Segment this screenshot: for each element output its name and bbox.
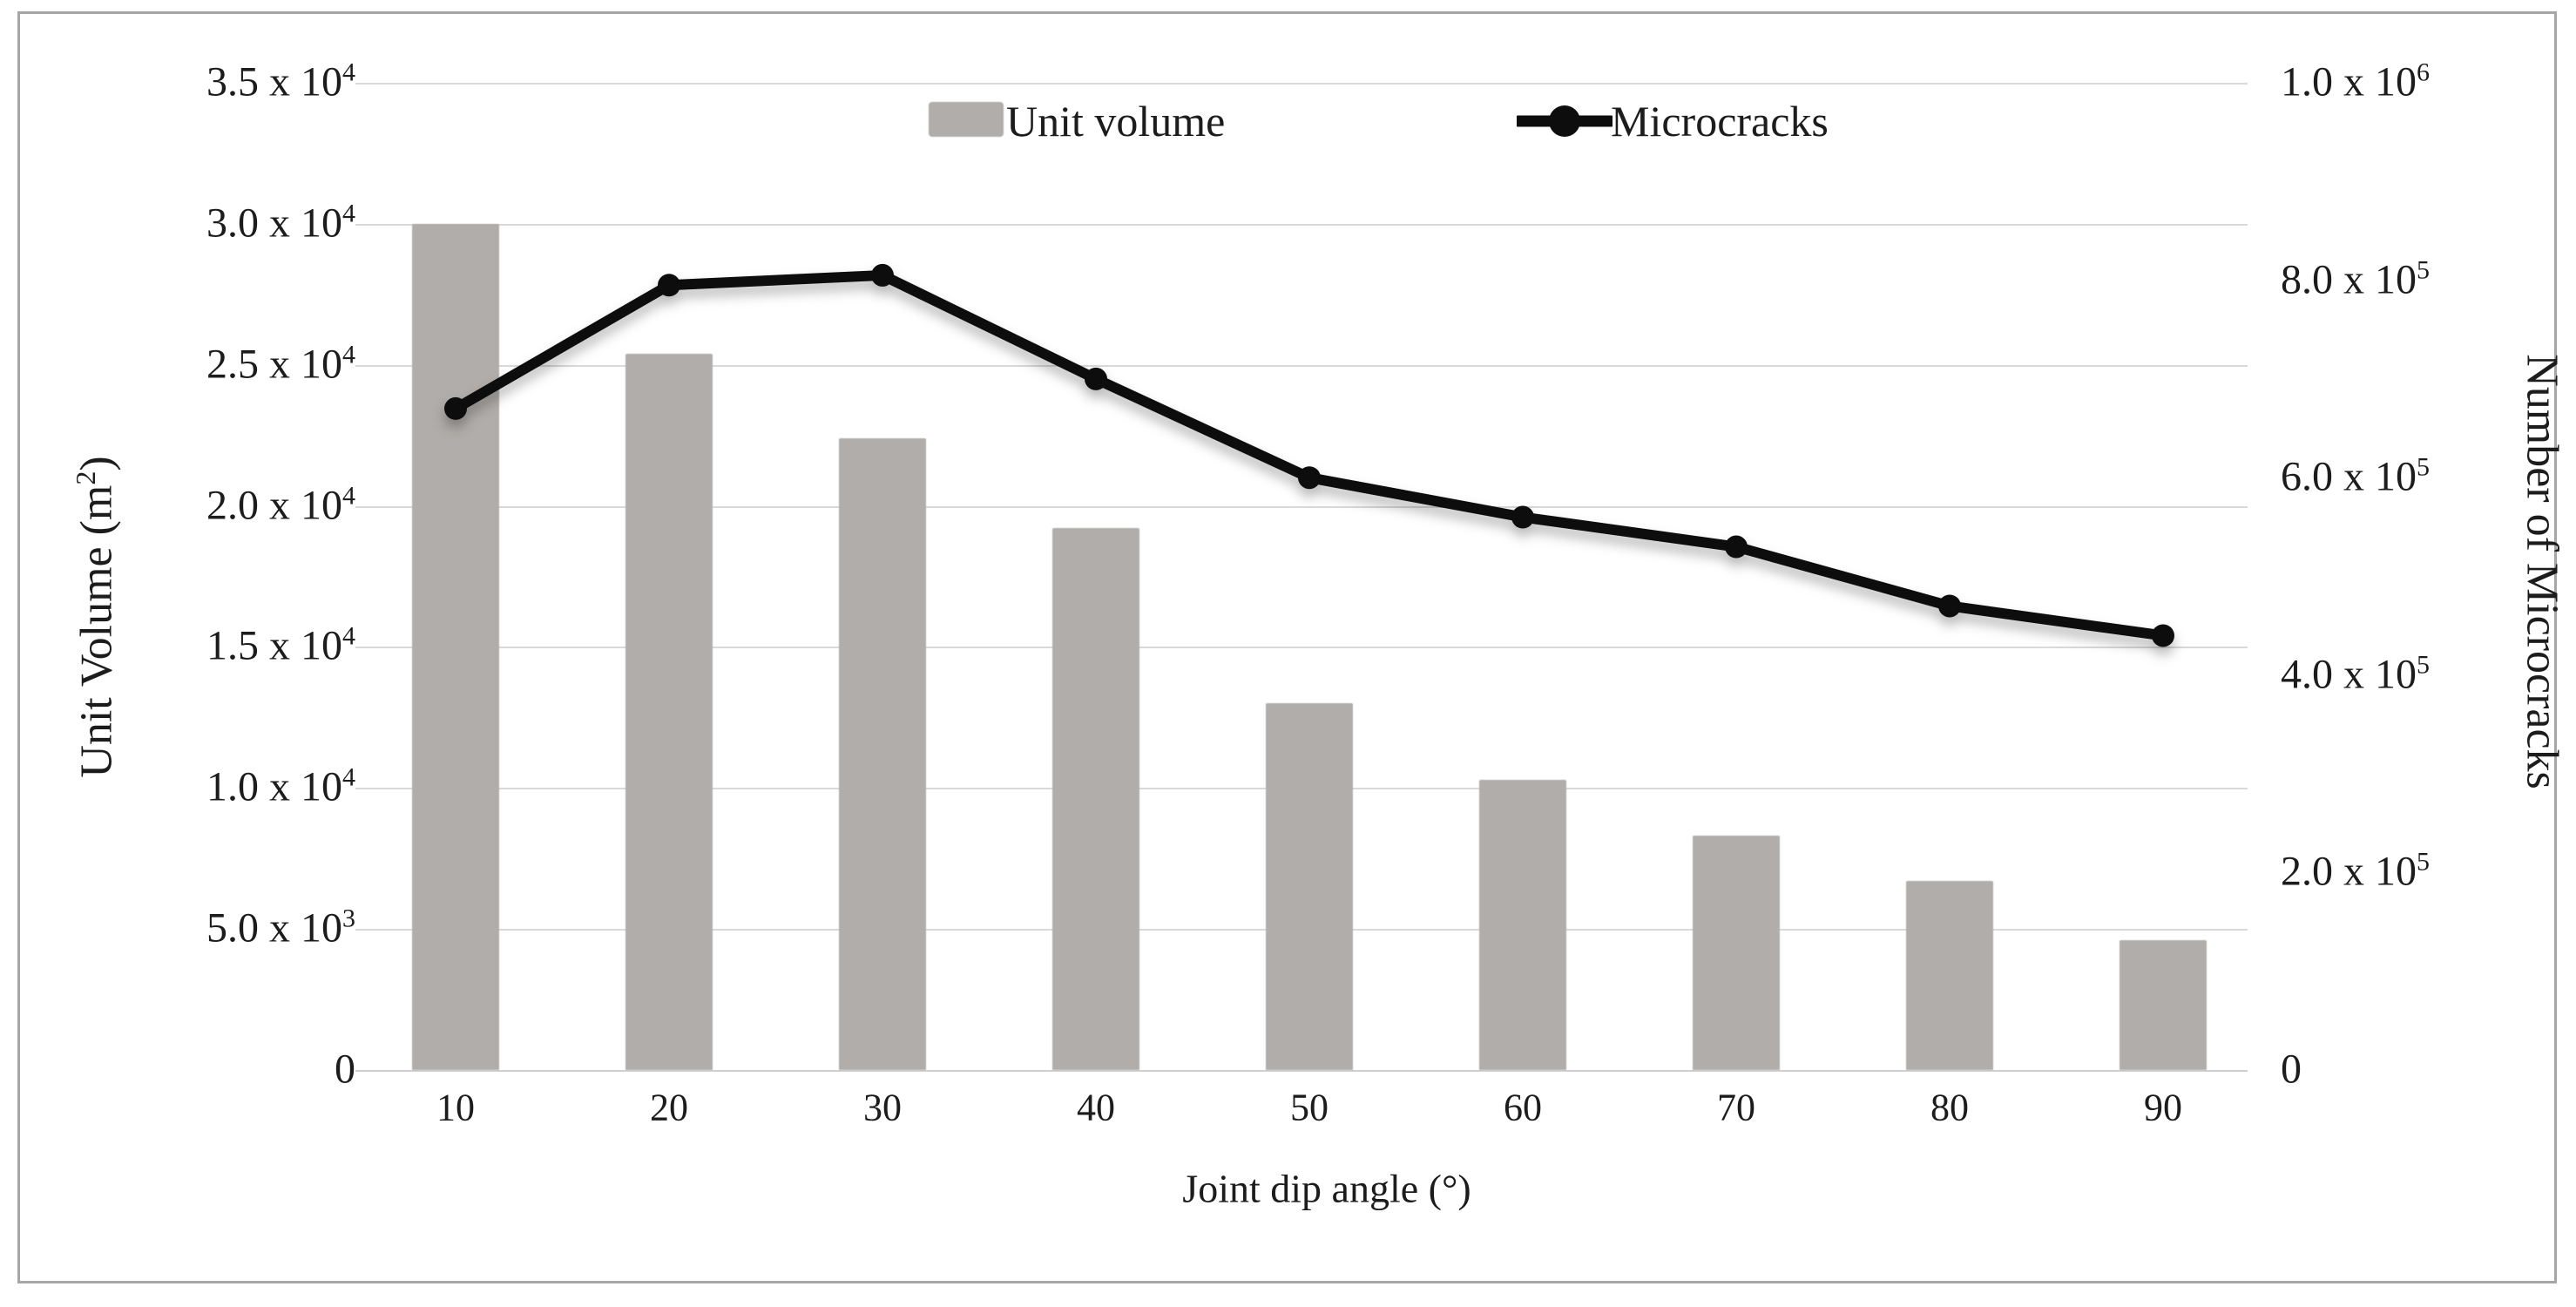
right-axis-tick-label: 4.0 x 105 xyxy=(2281,650,2430,698)
x-axis-tick-label: 60 xyxy=(1504,1086,1542,1129)
right-axis-title: Number of Microcracks xyxy=(2517,354,2567,789)
bar-unit-volume-70 xyxy=(1693,836,1780,1070)
left-axis-tick-label: 3.0 x 104 xyxy=(206,199,355,247)
left-axis-tick-label: 0 xyxy=(335,1046,355,1093)
x-axis-tick-label: 10 xyxy=(436,1086,475,1129)
bar-unit-volume-10 xyxy=(412,223,499,1070)
legend-label-microcracks: Microcracks xyxy=(1611,97,1829,146)
x-axis-tick-label: 90 xyxy=(2144,1086,2182,1129)
bar-unit-volume-20 xyxy=(625,353,713,1070)
bar-unit-volume-80 xyxy=(1906,881,1993,1070)
left-axis-tick-label: 3.5 x 104 xyxy=(206,58,355,105)
left-axis-tick-label: 2.0 x 104 xyxy=(206,480,355,528)
x-axis-tick-label: 80 xyxy=(1930,1086,1969,1129)
line-marker xyxy=(658,274,680,297)
bar-unit-volume-90 xyxy=(2120,940,2207,1070)
bar-unit-volume-60 xyxy=(1479,779,1566,1070)
left-axis-tick-label: 5.0 x 103 xyxy=(206,904,355,951)
line-marker xyxy=(1085,367,1107,390)
left-axis-tick-label: 1.5 x 104 xyxy=(206,621,355,669)
right-axis-tick-label: 2.0 x 105 xyxy=(2281,847,2430,895)
gridline xyxy=(355,223,2248,226)
bar-unit-volume-30 xyxy=(839,437,926,1070)
line-marker xyxy=(1511,505,1534,529)
line-marker xyxy=(2152,624,2174,647)
x-axis-tick-label: 40 xyxy=(1077,1086,1115,1129)
right-axis-tick-label: 0 xyxy=(2281,1046,2302,1093)
x-axis-tick-label: 50 xyxy=(1290,1086,1329,1129)
bar-unit-volume-40 xyxy=(1052,528,1139,1070)
right-axis-tick-label: 1.0 x 106 xyxy=(2281,58,2430,105)
left-axis-title: Unit Volume (m2) xyxy=(70,456,122,778)
gridline xyxy=(355,83,2248,85)
legend-swatch-unit-volume xyxy=(929,102,1004,137)
right-axis-tick-label: 8.0 x 105 xyxy=(2281,254,2430,302)
line-marker xyxy=(1298,466,1321,490)
bar-unit-volume-50 xyxy=(1266,703,1353,1070)
gridline xyxy=(355,1070,2248,1072)
line-marker xyxy=(1938,594,1961,618)
line-marker xyxy=(871,263,894,287)
legend-label-unit-volume: Unit volume xyxy=(1006,97,1226,146)
legend-marker-microcracks-icon xyxy=(1517,105,1613,137)
gridline xyxy=(355,647,2248,649)
x-axis-tick-label: 30 xyxy=(863,1086,902,1129)
right-axis-tick-label: 6.0 x 105 xyxy=(2281,452,2430,500)
line-marker xyxy=(1725,535,1748,559)
x-axis-tick-label: 20 xyxy=(650,1086,688,1129)
left-axis-tick-label: 2.5 x 104 xyxy=(206,340,355,388)
x-axis-title: Joint dip angle (°) xyxy=(1182,1166,1471,1211)
left-axis-tick-label: 1.0 x 104 xyxy=(206,762,355,810)
x-axis-tick-label: 70 xyxy=(1717,1086,1755,1129)
figure-frame: 0 5.0 x 103 1.0 x 104 1.5 x 104 2.0 x 104 2.5… xyxy=(17,11,2567,1283)
